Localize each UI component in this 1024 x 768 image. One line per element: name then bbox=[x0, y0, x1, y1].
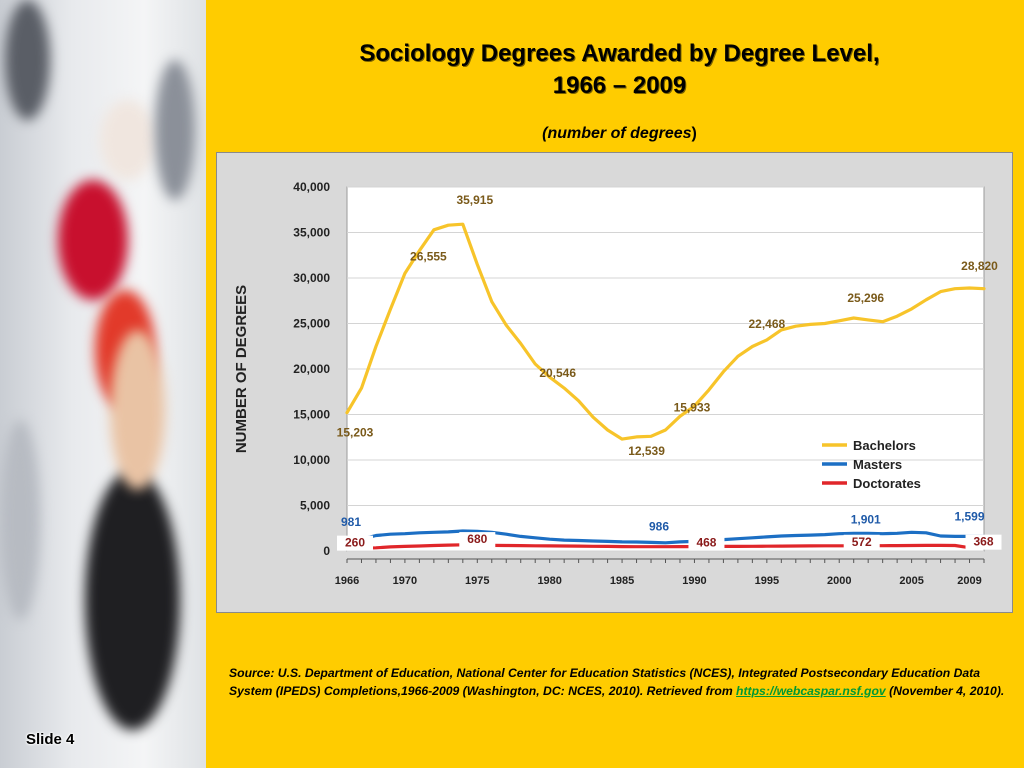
photo-figure-shape bbox=[85, 470, 180, 730]
data-label: 35,915 bbox=[456, 193, 493, 207]
data-label: 20,546 bbox=[539, 366, 576, 380]
data-label: 22,468 bbox=[748, 317, 785, 331]
photo-figure-shape bbox=[155, 60, 195, 200]
data-label-bg bbox=[688, 535, 725, 551]
subtitle-italic: (number of degrees bbox=[542, 125, 692, 142]
x-tick-label: 1980 bbox=[537, 575, 561, 587]
data-label-bg bbox=[337, 535, 373, 551]
legend-label-bachelors: Bachelors bbox=[853, 438, 916, 453]
series-line-masters bbox=[345, 529, 986, 545]
x-tick-label: 1995 bbox=[755, 575, 779, 587]
data-label: 1,599 bbox=[955, 509, 985, 523]
slide-title: Sociology Degrees Awarded by Degree Leve… bbox=[215, 38, 1024, 102]
y-tick-label: 0 bbox=[323, 544, 330, 558]
source-note: Source: U.S. Department of Education, Na… bbox=[229, 665, 1019, 700]
x-tick-label: 2005 bbox=[899, 575, 923, 587]
data-label: 368 bbox=[974, 535, 994, 549]
x-tick-label: 1970 bbox=[393, 575, 417, 587]
x-tick-label: 1975 bbox=[465, 575, 489, 587]
y-tick-label: 40,000 bbox=[293, 180, 330, 194]
y-tick-label: 10,000 bbox=[293, 453, 330, 467]
y-tick-label: 25,000 bbox=[293, 317, 330, 331]
data-label-bg bbox=[965, 534, 1002, 550]
source-text: Source: U.S. Department of Education, Na… bbox=[229, 666, 981, 698]
data-label: 572 bbox=[852, 535, 872, 549]
data-label: 260 bbox=[345, 536, 365, 550]
photo-figure-shape bbox=[0, 420, 40, 620]
photo-figure-shape bbox=[58, 180, 128, 300]
photo-figure-shape bbox=[5, 0, 50, 120]
data-label: 25,296 bbox=[847, 291, 884, 305]
photo-figure-shape bbox=[100, 100, 155, 180]
x-tick-label: 1966 bbox=[335, 575, 359, 587]
x-tick-label: 2000 bbox=[827, 575, 851, 587]
data-label-bg bbox=[843, 534, 880, 550]
line-chart: 40,000 35,000 30,000 25,000 20,000 15,000 10,0… bbox=[233, 180, 1002, 587]
data-label: 28,820 bbox=[961, 259, 998, 273]
photo-figure-shape bbox=[110, 330, 165, 490]
background-photo bbox=[0, 0, 206, 768]
y-axis-title: NUMBER OF DEGREES bbox=[233, 285, 250, 453]
y-tick-label: 15,000 bbox=[293, 408, 330, 422]
x-tick-label: 1985 bbox=[610, 575, 634, 587]
data-label: 1,901 bbox=[851, 512, 881, 526]
x-tick-label: 2009 bbox=[957, 575, 981, 587]
y-tick-label: 5,000 bbox=[300, 499, 330, 513]
data-label: 986 bbox=[649, 519, 669, 533]
legend-label-doctorates: Doctorates bbox=[853, 476, 921, 491]
source-link[interactable]: https://webcaspar.nsf.gov bbox=[736, 683, 886, 698]
subtitle-close-paren: ) bbox=[691, 125, 697, 142]
data-label: 680 bbox=[467, 532, 487, 546]
data-label: 981 bbox=[341, 515, 361, 529]
data-label: 15,933 bbox=[674, 400, 711, 414]
title-line-2: 1966 – 2009 bbox=[552, 72, 687, 99]
data-label: 26,555 bbox=[410, 250, 447, 264]
y-tick-label: 20,000 bbox=[293, 362, 330, 376]
source-suffix: (November 4, 2010). bbox=[885, 683, 1005, 698]
data-label: 12,539 bbox=[628, 444, 665, 458]
y-tick-label: 35,000 bbox=[293, 226, 330, 240]
slide-subtitle: (number of degrees) bbox=[215, 125, 1024, 143]
chart-panel: 40,000 35,000 30,000 25,000 20,000 15,000 10,0… bbox=[216, 152, 1013, 613]
y-tick-label: 30,000 bbox=[293, 271, 330, 285]
title-line-1: Sociology Degrees Awarded by Degree Leve… bbox=[359, 40, 880, 67]
legend-label-masters: Masters bbox=[853, 457, 902, 472]
data-label: 468 bbox=[696, 536, 716, 550]
series-line-bachelors bbox=[345, 222, 986, 441]
data-label: 15,203 bbox=[337, 426, 374, 440]
data-label-bg bbox=[459, 532, 496, 548]
slide-number: Slide 4 bbox=[26, 731, 75, 748]
x-tick-label: 1990 bbox=[682, 575, 706, 587]
